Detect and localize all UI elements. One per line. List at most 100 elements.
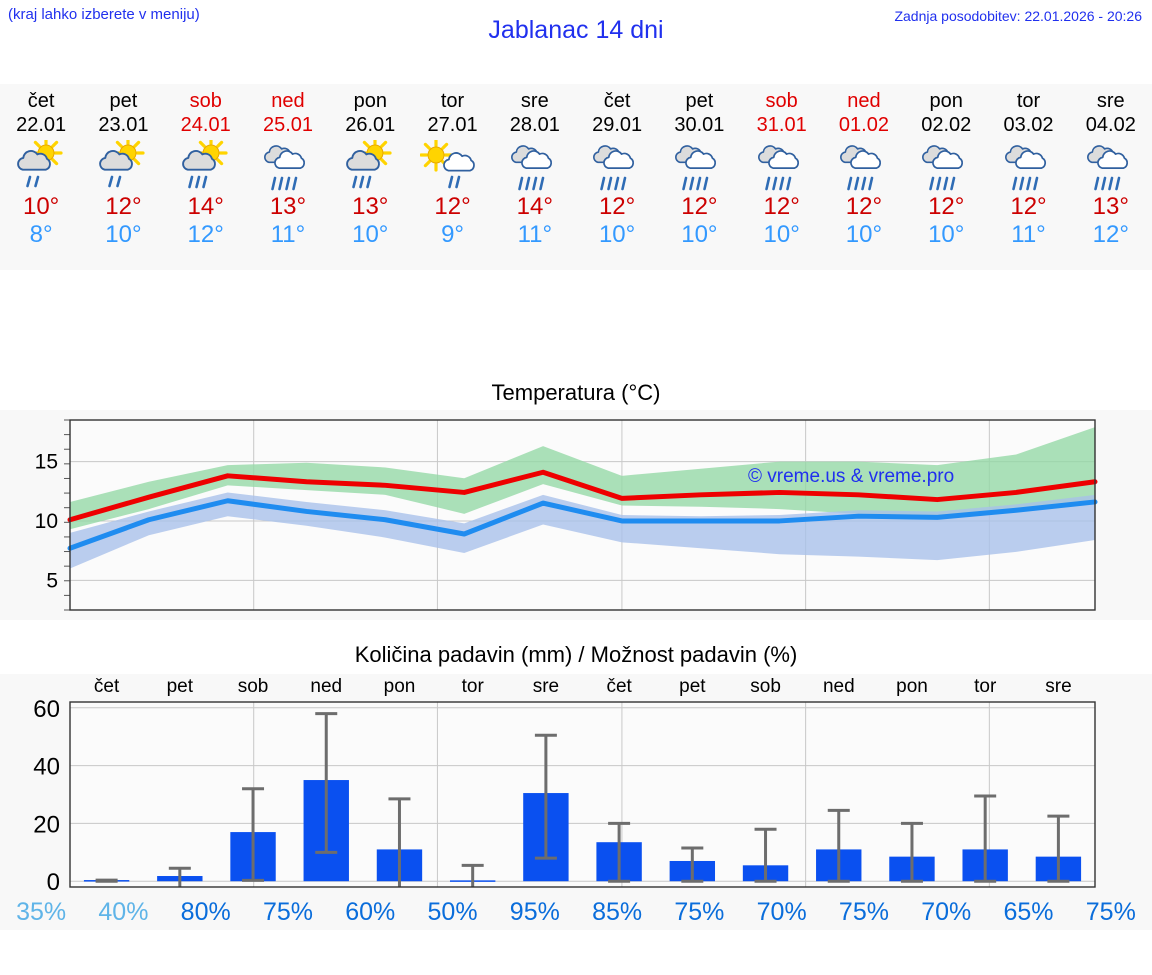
temperature-line	[67, 498, 1098, 551]
temperature-range-band	[70, 427, 1095, 530]
precipitation-day-label: pet	[166, 676, 194, 697]
last-updated-text: Zadnja posodobitev: 22.01.2026 - 20:26	[894, 8, 1142, 24]
precipitation-chart: Količina padavin (mm) / Možnost padavin …	[0, 640, 1152, 930]
day-date: 29.01	[592, 114, 643, 136]
day-max-temperature: 12°	[928, 193, 965, 220]
day-name: ned	[271, 90, 305, 112]
day-column[interactable]: ned 25.01 13° 11°	[247, 84, 329, 270]
temperature-line	[67, 469, 1098, 523]
day-date: 25.01	[262, 114, 314, 136]
day-min-temperature: 10°	[845, 221, 883, 248]
precipitation-probability: 95%	[509, 898, 560, 926]
day-min-temperature: 10°	[681, 221, 718, 248]
day-max-temperature: 12°	[105, 193, 142, 220]
precipitation-error-bar	[900, 821, 923, 883]
precipitation-probability: 75%	[262, 898, 313, 926]
precipitation-day-label: sre	[1045, 676, 1072, 697]
page-header: (kraj lahko izberete v meniju) Jablanac …	[0, 0, 1152, 56]
day-date: 24.01	[180, 114, 231, 136]
precipitation-probability: 80%	[180, 898, 231, 926]
precipitation-probability: 65%	[1003, 898, 1054, 926]
precipitation-error-bar	[95, 878, 118, 883]
precipitation-error-bar	[608, 821, 631, 883]
day-name: pet	[685, 90, 714, 112]
day-date: 31.01	[756, 114, 807, 136]
day-column[interactable]: tor 03.02 12° 11°	[987, 84, 1069, 270]
day-column[interactable]: čet 22.01 10° 8°	[0, 84, 82, 270]
day-date: 27.01	[427, 114, 478, 136]
precipitation-day-label: ned	[822, 676, 855, 697]
day-name: čet	[603, 90, 631, 112]
day-min-temperature: 10°	[105, 221, 142, 248]
day-date: 30.01	[674, 114, 725, 136]
day-max-temperature: 12°	[1010, 193, 1047, 220]
cloud-rain-icon	[839, 145, 881, 191]
precipitation-error-bar	[754, 827, 777, 883]
day-column[interactable]: tor 27.01 12° 9°	[411, 84, 493, 270]
precipitation-day-label: sob	[237, 676, 269, 697]
day-date: 02.02	[921, 114, 972, 136]
day-column[interactable]: pet 30.01 12° 10°	[658, 84, 740, 270]
sun-cloud-light-rain-icon	[99, 140, 146, 188]
day-column[interactable]: pon 02.02 12° 10°	[905, 84, 987, 270]
precipitation-day-label: sob	[750, 676, 781, 697]
day-max-temperature: 13°	[269, 193, 307, 220]
precipitation-probability: 50%	[427, 898, 478, 926]
day-column[interactable]: sob 24.01 14° 12°	[165, 84, 247, 270]
day-date: 23.01	[98, 114, 149, 136]
precipitation-probability: 70%	[756, 898, 807, 926]
day-min-temperature: 10°	[928, 221, 965, 248]
day-column[interactable]: sre 28.01 14° 11°	[494, 84, 576, 270]
precipitation-probability: 85%	[592, 898, 643, 926]
day-name: pon	[929, 90, 963, 112]
temperature-chart: Temperatura (°C) 5 10 15	[0, 378, 1152, 620]
precipitation-day-label: tor	[974, 676, 997, 697]
day-max-temperature: 13°	[1092, 193, 1129, 220]
day-max-temperature: 12°	[434, 193, 471, 220]
day-column[interactable]: pon 26.01 13° 10°	[329, 84, 411, 270]
precipitation-error-bar	[168, 866, 191, 887]
day-date: 22.01	[16, 114, 67, 136]
day-min-temperature: 8°	[29, 221, 53, 248]
precipitation-error-bar	[242, 787, 265, 882]
day-min-temperature: 10°	[598, 221, 636, 248]
precipitation-probability: 75%	[674, 898, 725, 926]
precipitation-probability: 35%	[16, 898, 67, 926]
temperature-plot: 5 10 15	[35, 419, 1098, 611]
day-name: tor	[1016, 90, 1041, 112]
day-max-temperature: 12°	[598, 193, 636, 220]
day-name: tor	[440, 90, 465, 112]
cloud-rain-icon	[593, 145, 635, 191]
day-column[interactable]: ned 01.02 12° 10°	[823, 84, 905, 270]
day-max-temperature: 14°	[516, 193, 553, 220]
precipitation-day-labels: čet pet sob ned pon tor sre čet pet sob ned pon tor s…	[70, 676, 1095, 698]
menu-hint-text: (kraj lahko izberete v meniju)	[8, 6, 200, 23]
day-date: 01.02	[838, 114, 889, 136]
page-title: Jablanac 14 dni	[488, 16, 664, 44]
precipitation-probability: 75%	[1085, 898, 1136, 926]
y-tick-label: 5	[46, 569, 58, 592]
day-column[interactable]: sob 31.01 12° 10°	[741, 84, 823, 270]
y-tick-label: 40	[33, 754, 60, 781]
y-tick-label: 10	[35, 510, 58, 533]
day-max-temperature: 14°	[187, 193, 224, 220]
precipitation-day-label: ned	[310, 676, 343, 697]
day-column[interactable]: sre 04.02 13° 12°	[1070, 84, 1152, 270]
y-tick-label: 20	[33, 811, 60, 838]
cloud-rain-icon	[922, 145, 964, 191]
day-min-temperature: 11°	[1011, 221, 1046, 248]
precipitation-error-bar	[461, 863, 484, 887]
day-column[interactable]: čet 29.01 12° 10°	[576, 84, 658, 270]
day-name: čet	[27, 90, 55, 112]
day-min-temperature: 12°	[187, 221, 224, 248]
sun-cloud-rain-icon	[346, 140, 392, 189]
cloud-rain-icon	[510, 145, 552, 191]
precipitation-probability: 40%	[98, 898, 149, 926]
day-column[interactable]: pet 23.01 12° 10°	[82, 84, 164, 270]
precipitation-probability-row: 35% 40% 80% 75% 60% 50% 95% 85% 75% 70% 75% 70% 65% 7…	[0, 898, 1152, 927]
day-name: sob	[189, 90, 222, 112]
precipitation-plot: 0 20 40 60	[33, 696, 1096, 896]
day-name: pon	[353, 90, 387, 112]
day-date: 28.01	[509, 114, 560, 136]
day-date: 04.02	[1085, 114, 1136, 136]
